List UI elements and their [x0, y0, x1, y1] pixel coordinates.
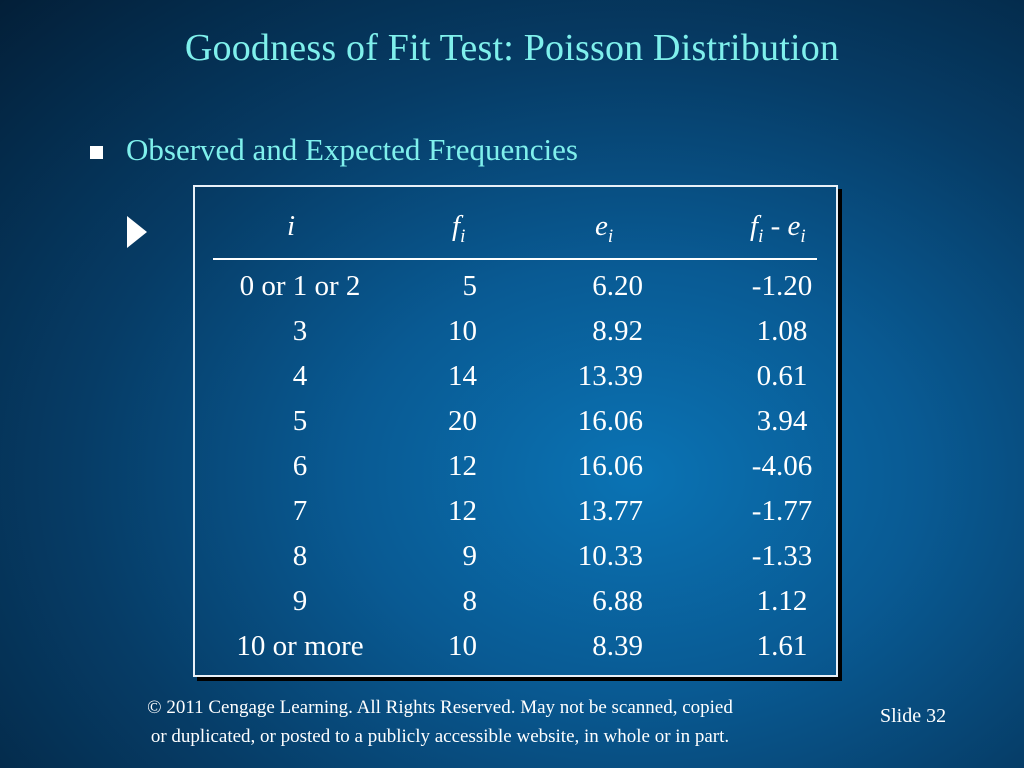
- cell-i: 4: [292, 360, 308, 392]
- cell-d: -1.33: [751, 540, 813, 572]
- cell-e: 6.88: [592, 585, 643, 617]
- header-fi-minus-ei: fi - ei: [750, 210, 806, 247]
- header-fi: fi: [452, 210, 465, 247]
- header-e-sub: i: [607, 226, 614, 247]
- cell-d: 1.12: [756, 585, 808, 617]
- cell-e: 8.92: [592, 315, 643, 347]
- copyright-line-1: © 2011 Cengage Learning. All Rights Rese…: [147, 697, 733, 718]
- square-bullet-icon: [90, 146, 103, 159]
- cell-d: -1.20: [751, 270, 813, 302]
- cell-i: 7: [292, 495, 308, 527]
- cell-e: 10.33: [577, 540, 643, 572]
- cell-f: 9: [462, 540, 478, 572]
- copyright-footer: © 2011 Cengage Learning. All Rights Rese…: [60, 693, 820, 751]
- cell-e: 16.06: [577, 405, 643, 437]
- bullet-text: Observed and Expected Frequencies: [126, 132, 578, 167]
- cell-d: -4.06: [751, 450, 813, 482]
- cell-e: 13.39: [577, 360, 643, 392]
- cell-f: 14: [448, 360, 477, 392]
- cell-d: 1.61: [756, 630, 808, 662]
- cell-f: 12: [448, 450, 477, 482]
- header-f-var: f: [452, 210, 461, 242]
- cell-i: 0 or 1 or 2: [239, 270, 361, 302]
- triangle-bullet-icon: [127, 216, 147, 248]
- cell-e: 16.06: [577, 450, 643, 482]
- cell-d: 3.94: [756, 405, 808, 437]
- cell-i: 5: [292, 405, 308, 437]
- frequency-table: i fi ei fi - ei 0 or 1 or 2 5 6.20 -1.20 3 10…: [193, 185, 838, 677]
- cell-f: 10: [448, 630, 477, 662]
- header-f-sub: i: [460, 226, 466, 247]
- header-diff-e-var: e: [787, 210, 801, 242]
- cell-f: 5: [462, 270, 478, 302]
- header-rule: [213, 258, 817, 260]
- copyright-line-2: or duplicated, or posted to a publicly a…: [150, 726, 730, 747]
- slide-number: Slide 32: [880, 705, 947, 727]
- cell-i: 10 or more: [236, 630, 364, 662]
- header-ei: ei: [595, 210, 613, 247]
- slide-title: Goodness of Fit Test: Poisson Distributi…: [184, 27, 840, 69]
- cell-d: 1.08: [756, 315, 808, 347]
- cell-e: 8.39: [592, 630, 643, 662]
- cell-d: -1.77: [751, 495, 813, 527]
- header-e-var: e: [595, 210, 608, 242]
- cell-i: 9: [292, 585, 308, 617]
- cell-i: 8: [292, 540, 308, 572]
- header-diff-op: -: [763, 210, 788, 242]
- header-diff-f-sub: i: [758, 226, 764, 247]
- cell-f: 10: [448, 315, 477, 347]
- header-diff-e-sub: i: [800, 226, 806, 247]
- header-i-var: i: [287, 210, 296, 242]
- cell-d: 0.61: [756, 360, 808, 392]
- cell-f: 12: [448, 495, 477, 527]
- cell-f: 20: [448, 405, 477, 437]
- cell-e: 13.77: [577, 495, 643, 527]
- header-i: i: [287, 212, 295, 241]
- cell-i: 3: [292, 315, 308, 347]
- cell-f: 8: [462, 585, 478, 617]
- cell-e: 6.20: [592, 270, 643, 302]
- header-diff-f-var: f: [750, 210, 759, 242]
- cell-i: 6: [292, 450, 308, 482]
